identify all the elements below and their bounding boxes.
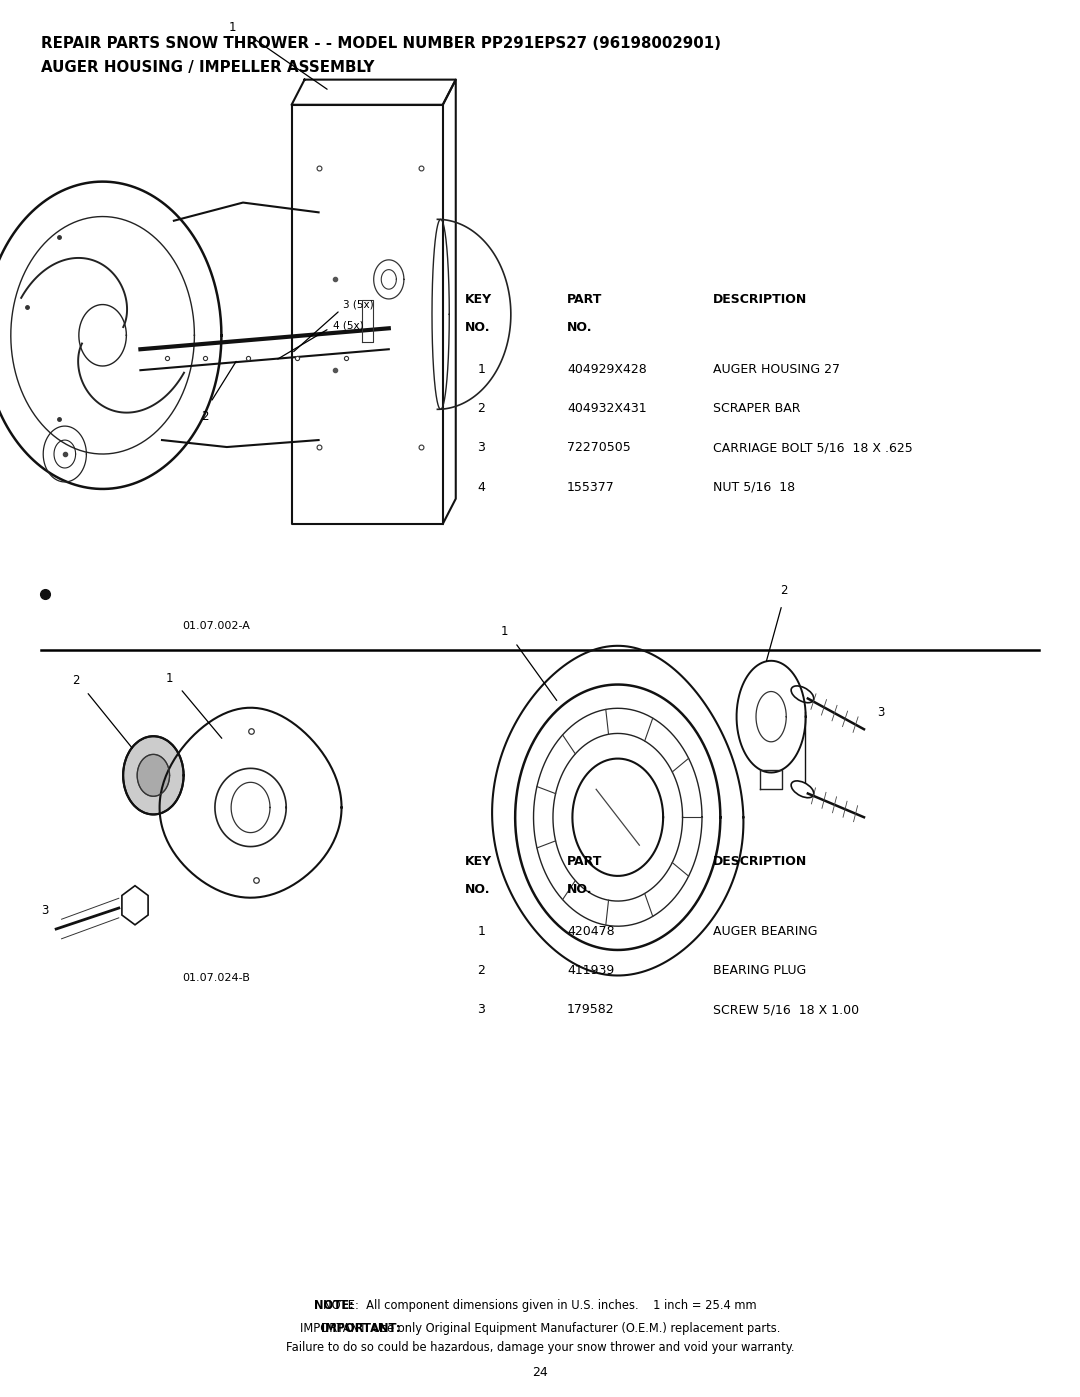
Text: NO.: NO. <box>567 883 593 895</box>
Text: Failure to do so could be hazardous, damage your snow thrower and void your warr: Failure to do so could be hazardous, dam… <box>286 1341 794 1354</box>
Text: NO.: NO. <box>464 321 490 334</box>
Text: IMPORTANT:: IMPORTANT: <box>322 1322 401 1334</box>
Text: SCRAPER BAR: SCRAPER BAR <box>713 402 800 415</box>
Text: 1: 1 <box>166 672 173 686</box>
Text: DESCRIPTION: DESCRIPTION <box>713 855 807 868</box>
Text: 404929X428: 404929X428 <box>567 363 647 376</box>
Text: 3: 3 <box>477 441 485 454</box>
Text: PART: PART <box>567 293 603 306</box>
Text: AUGER HOUSING 27: AUGER HOUSING 27 <box>713 363 840 376</box>
Text: SCREW 5/16  18 X 1.00: SCREW 5/16 18 X 1.00 <box>713 1003 859 1016</box>
Text: 1: 1 <box>501 624 508 638</box>
Text: NUT 5/16  18: NUT 5/16 18 <box>713 481 795 493</box>
Text: 1: 1 <box>477 363 485 376</box>
Text: PART: PART <box>567 855 603 868</box>
Circle shape <box>123 736 184 814</box>
Text: 3 (5x): 3 (5x) <box>343 299 374 310</box>
Text: 2: 2 <box>781 584 787 598</box>
Text: 404932X431: 404932X431 <box>567 402 647 415</box>
Text: 2: 2 <box>202 409 208 423</box>
Ellipse shape <box>792 686 813 703</box>
Text: NO.: NO. <box>464 883 490 895</box>
Text: AUGER HOUSING / IMPELLER ASSEMBLY: AUGER HOUSING / IMPELLER ASSEMBLY <box>41 60 375 75</box>
Polygon shape <box>122 886 148 925</box>
Text: 01.07.024-B: 01.07.024-B <box>183 972 249 982</box>
Text: AUGER BEARING: AUGER BEARING <box>713 925 818 937</box>
Text: 3: 3 <box>477 1003 485 1016</box>
Text: 155377: 155377 <box>567 481 615 493</box>
Text: 2: 2 <box>477 964 485 977</box>
Text: KEY: KEY <box>464 293 491 306</box>
Text: 411939: 411939 <box>567 964 615 977</box>
Text: 2: 2 <box>477 402 485 415</box>
Text: BEARING PLUG: BEARING PLUG <box>713 964 806 977</box>
Text: 24: 24 <box>532 1366 548 1379</box>
Text: 72270505: 72270505 <box>567 441 631 454</box>
Text: 1: 1 <box>229 21 235 35</box>
Text: 2: 2 <box>72 673 79 687</box>
Text: NOTE:: NOTE: <box>314 1299 354 1312</box>
Text: 420478: 420478 <box>567 925 615 937</box>
Text: 3: 3 <box>877 705 885 719</box>
Text: CARRIAGE BOLT 5/16  18 X .625: CARRIAGE BOLT 5/16 18 X .625 <box>713 441 913 454</box>
Text: DESCRIPTION: DESCRIPTION <box>713 293 807 306</box>
Text: 4: 4 <box>477 481 485 493</box>
Text: 1: 1 <box>477 925 485 937</box>
Circle shape <box>137 754 170 796</box>
Ellipse shape <box>792 781 813 798</box>
Text: 3: 3 <box>41 904 49 918</box>
Text: NO.: NO. <box>567 321 593 334</box>
Text: NOTE:  All component dimensions given in U.S. inches.    1 inch = 25.4 mm: NOTE: All component dimensions given in … <box>323 1299 757 1312</box>
Text: KEY: KEY <box>464 855 491 868</box>
Text: 179582: 179582 <box>567 1003 615 1016</box>
Text: REPAIR PARTS SNOW THROWER - - MODEL NUMBER PP291EPS27 (96198002901): REPAIR PARTS SNOW THROWER - - MODEL NUMB… <box>41 36 721 52</box>
Text: 4 (5x): 4 (5x) <box>333 320 363 331</box>
Text: IMPORTANT: Use only Original Equipment Manufacturer (O.E.M.) replacement parts.: IMPORTANT: Use only Original Equipment M… <box>300 1322 780 1334</box>
Text: 01.07.002-A: 01.07.002-A <box>183 620 249 630</box>
